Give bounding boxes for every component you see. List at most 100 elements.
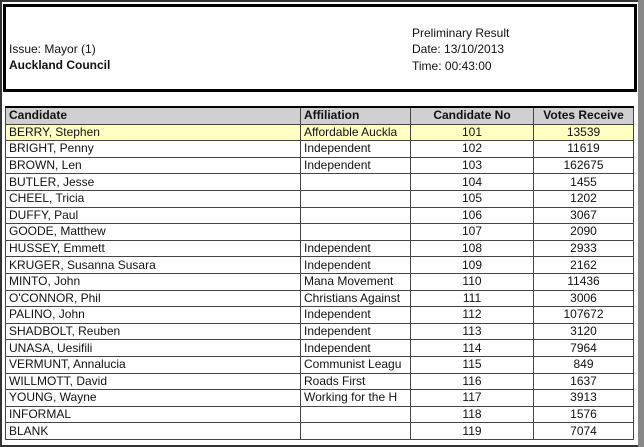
votes-cell: 2090 <box>533 223 634 241</box>
council: Auckland Council <box>9 58 111 72</box>
candidate-cell: GOODE, Matthew <box>5 223 301 241</box>
number-cell: 102 <box>410 140 534 158</box>
number-cell: 109 <box>410 256 534 274</box>
candidate-cell: WILLMOTT, David <box>5 372 301 391</box>
number-cell: 114 <box>410 339 534 357</box>
candidate-cell: BROWN, Len <box>5 156 301 175</box>
table-row: BUTLER, Jesse 104 1455 <box>5 173 634 191</box>
column-header: Affiliation <box>300 105 411 125</box>
affiliation-cell: Working for the H <box>300 389 411 407</box>
candidate-cell: UNASA, Uesifili <box>5 339 301 357</box>
candidate-cell: HUSSEY, Emmett <box>5 239 301 258</box>
table-row: GOODE, Matthew 107 2090 <box>5 223 634 241</box>
number-cell: 111 <box>410 289 534 308</box>
candidate-cell: BERRY, Stephen <box>5 123 301 142</box>
votes-cell: 162675 <box>533 156 634 175</box>
header-row: Candidate Affiliation Candidate No Votes Re… <box>5 105 634 125</box>
table-row: BERRY, Stephen Affordable Auckla 101 13539 <box>5 123 634 142</box>
table-row: O'CONNOR, Phil Christians Against 111 3006 <box>5 289 634 308</box>
affiliation-cell: Independent <box>300 322 411 341</box>
affiliation-cell: Communist Leagu <box>300 355 411 374</box>
votes-cell: 11619 <box>533 140 634 158</box>
table-row: SHADBOLT, Reuben Independent 113 3120 <box>5 322 634 341</box>
column-header: Candidate No <box>410 105 534 125</box>
column-header: Candidate <box>5 105 301 125</box>
votes-cell: 849 <box>533 355 634 374</box>
results-table: Candidate Affiliation Candidate No Votes Re… <box>5 105 634 440</box>
affiliation-cell: Independent <box>300 140 411 158</box>
table-row: BROWN, Len Independent 103 162675 <box>5 156 634 175</box>
affiliation-cell: Roads First <box>300 372 411 391</box>
table-row: VERMUNT, Annalucia Communist Leagu 115 849 <box>5 355 634 374</box>
candidate-cell: BRIGHT, Penny <box>5 140 301 158</box>
candidate-cell: CHEEL, Tricia <box>5 189 301 208</box>
number-cell: 112 <box>410 306 534 324</box>
number-cell: 117 <box>410 389 534 407</box>
votes-cell: 1637 <box>533 372 634 391</box>
candidate-cell: SHADBOLT, Reuben <box>5 322 301 341</box>
number-cell: 107 <box>410 223 534 241</box>
scroll-edge <box>638 0 644 447</box>
candidate-cell: INFORMAL <box>5 405 301 424</box>
number-cell: 105 <box>410 189 534 208</box>
table-row: UNASA, Uesifili Independent 114 7964 <box>5 339 634 357</box>
candidate-cell: VERMUNT, Annalucia <box>5 355 301 374</box>
issue: Issue: Mayor (1) <box>9 42 96 56</box>
votes-cell: 1455 <box>533 173 634 191</box>
number-cell: 101 <box>410 123 534 142</box>
number-cell: 106 <box>410 206 534 225</box>
votes-cell: 2162 <box>533 256 634 274</box>
table-row: YOUNG, Wayne Working for the H 117 3913 <box>5 389 634 407</box>
time: Time: 00:43:00 <box>412 59 492 73</box>
candidate-cell: KRUGER, Susanna Susara <box>5 256 301 274</box>
table-row: HUSSEY, Emmett Independent 108 2933 <box>5 239 634 258</box>
candidate-cell: DUFFY, Paul <box>5 206 301 225</box>
votes-cell: 1576 <box>533 405 634 424</box>
votes-cell: 11436 <box>533 272 634 291</box>
table-row: BRIGHT, Penny Independent 102 11619 <box>5 140 634 158</box>
candidate-cell: BUTLER, Jesse <box>5 173 301 191</box>
number-cell: 103 <box>410 156 534 175</box>
date: Date: 13/10/2013 <box>412 42 505 56</box>
table-row: CHEEL, Tricia 105 1202 <box>5 189 634 208</box>
affiliation-cell: Christians Against <box>300 289 411 308</box>
votes-cell: 2933 <box>533 239 634 258</box>
number-cell: 116 <box>410 372 534 391</box>
affiliation-cell: Independent <box>300 256 411 274</box>
candidate-cell: YOUNG, Wayne <box>5 389 301 407</box>
votes-cell: 13539 <box>533 123 634 142</box>
affiliation-cell <box>300 405 411 424</box>
number-cell: 110 <box>410 272 534 291</box>
votes-cell: 1202 <box>533 189 634 208</box>
affiliation-cell: Independent <box>300 239 411 258</box>
votes-cell: 7964 <box>533 339 634 357</box>
affiliation-cell: Independent <box>300 339 411 357</box>
candidate-cell: PALINO, John <box>5 306 301 324</box>
affiliation-cell <box>300 173 411 191</box>
status: Preliminary Result <box>412 26 510 40</box>
number-cell: 118 <box>410 405 534 424</box>
votes-cell: 107672 <box>533 306 634 324</box>
number-cell: 113 <box>410 322 534 341</box>
table-row: PALINO, John Independent 112 107672 <box>5 306 634 324</box>
table-row: WILLMOTT, David Roads First 116 1637 <box>5 372 634 391</box>
number-cell: 119 <box>410 422 534 440</box>
report-header: Issue: Mayor (1) Auckland Council Prelim… <box>3 4 637 92</box>
affiliation-cell: Mana Movement <box>300 272 411 291</box>
votes-cell: 3913 <box>533 389 634 407</box>
votes-cell: 3006 <box>533 289 634 308</box>
affiliation-cell <box>300 223 411 241</box>
votes-cell: 7074 <box>533 422 634 440</box>
affiliation-cell <box>300 189 411 208</box>
table-row: INFORMAL 118 1576 <box>5 405 634 424</box>
table-row: KRUGER, Susanna Susara Independent 109 2162 <box>5 256 634 274</box>
candidate-cell: O'CONNOR, Phil <box>5 289 301 308</box>
affiliation-cell: Affordable Auckla <box>300 123 411 142</box>
candidate-cell: MINTO, John <box>5 272 301 291</box>
table-row: DUFFY, Paul 106 3067 <box>5 206 634 225</box>
table-row: BLANK 119 7074 <box>5 422 634 440</box>
affiliation-cell: Independent <box>300 156 411 175</box>
votes-cell: 3120 <box>533 322 634 341</box>
affiliation-cell <box>300 206 411 225</box>
